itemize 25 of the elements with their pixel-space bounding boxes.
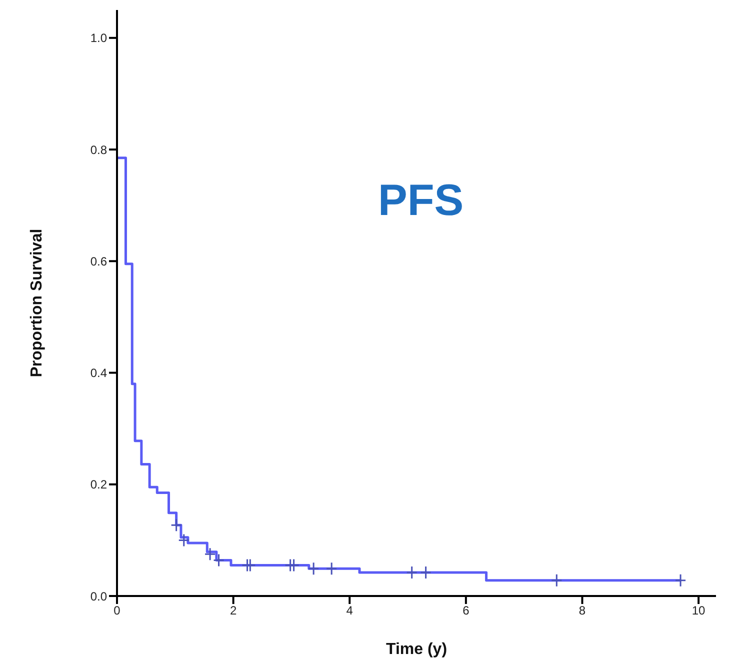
point [674, 574, 686, 588]
y-tick-label: 0.2 [90, 478, 108, 492]
point [170, 518, 182, 532]
y-tick-label: 0.6 [90, 254, 108, 268]
point [326, 562, 338, 576]
point [204, 547, 216, 561]
x-tick-label: 2 [230, 604, 237, 618]
annotation: PFS [378, 176, 464, 226]
point [213, 554, 225, 568]
point [420, 566, 432, 580]
x-tick-label: 6 [462, 604, 470, 618]
y-tick-label: 0.0 [90, 589, 108, 604]
y-tick-label: 1.0 [90, 31, 108, 46]
point [550, 574, 562, 588]
x-tick-label: 10 [692, 604, 706, 618]
x-tick-label: 4 [346, 604, 354, 618]
point [178, 533, 190, 547]
x-axis-title: Time (y) [386, 641, 448, 658]
y-tick-label: 0.8 [90, 142, 108, 157]
y-tick-label: 0.4 [90, 366, 108, 380]
x-tick-label: 8 [578, 604, 586, 618]
x-tick-label: 0 [114, 604, 121, 618]
point [406, 566, 418, 580]
point [308, 562, 320, 576]
y-axis-title: Proportion Survival [28, 228, 46, 378]
